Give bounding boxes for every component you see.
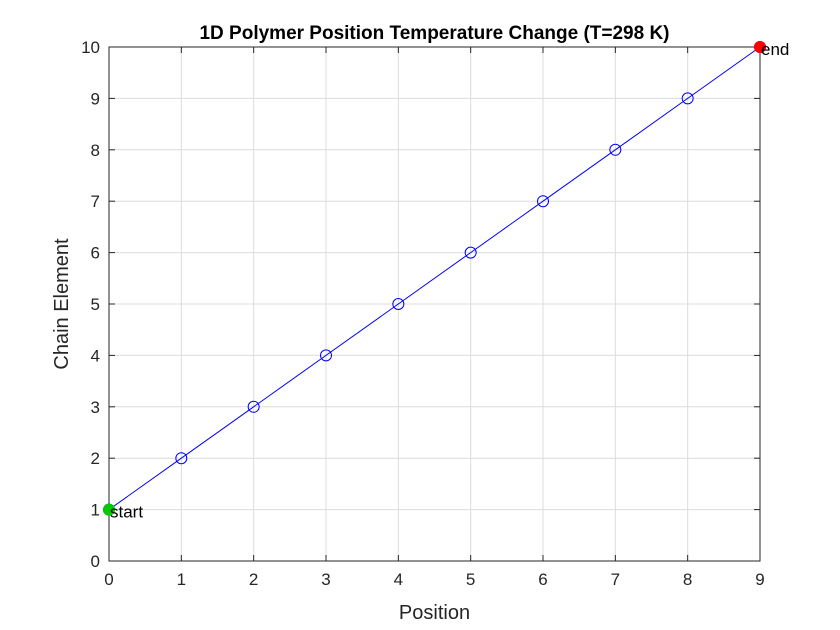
x-tick-label-8: 8 <box>683 570 692 589</box>
data-point-6 <box>537 195 549 208</box>
y-tick-label-9: 9 <box>91 89 100 108</box>
x-tick-label-4: 4 <box>394 570 403 589</box>
y-tick-label-10: 10 <box>81 38 100 57</box>
series-line-0 <box>108 46 761 511</box>
x-tick-label-9: 9 <box>755 570 764 589</box>
start-label: start <box>110 503 143 522</box>
x-axis-title: Position <box>399 602 470 624</box>
end-label: end <box>761 40 789 59</box>
end-marker <box>754 41 766 53</box>
x-tick-label-6: 6 <box>538 570 547 589</box>
annotation-layer: start end <box>103 40 789 522</box>
x-tick-label-5: 5 <box>466 570 475 589</box>
data-point-4 <box>392 298 405 310</box>
chart-title: 1D Polymer Position Temperature Change (… <box>199 23 669 44</box>
y-axis-title: Chain Element <box>51 238 73 370</box>
x-tick-label-0: 0 <box>104 570 113 589</box>
y-tick-label-6: 6 <box>91 244 100 263</box>
x-tick-label-1: 1 <box>177 570 186 589</box>
x-tick-label-3: 3 <box>321 570 330 589</box>
y-tick-label-8: 8 <box>91 141 100 160</box>
y-tick-label-1: 1 <box>91 501 100 520</box>
data-point-5 <box>464 246 477 259</box>
y-tick-label-2: 2 <box>91 449 100 468</box>
data-point-1 <box>175 452 188 465</box>
y-tick-label-5: 5 <box>91 295 100 314</box>
x-tick-label-7: 7 <box>611 570 620 589</box>
y-tick-label-0: 0 <box>91 552 100 571</box>
y-tick-label-4: 4 <box>91 346 100 365</box>
y-tick-label-7: 7 <box>91 192 100 211</box>
x-tick-label-2: 2 <box>249 570 258 589</box>
data-point-8 <box>681 92 694 105</box>
data-point-7 <box>609 143 622 156</box>
start-marker <box>103 503 115 516</box>
data-point-2 <box>247 400 260 413</box>
data-point-3 <box>320 349 332 362</box>
tick-layer: 0 1 2 3 4 5 6 7 8 9 0 1 2 3 4 5 6 7 8 9 10 <box>81 38 765 589</box>
y-tick-label-3: 3 <box>91 398 100 417</box>
